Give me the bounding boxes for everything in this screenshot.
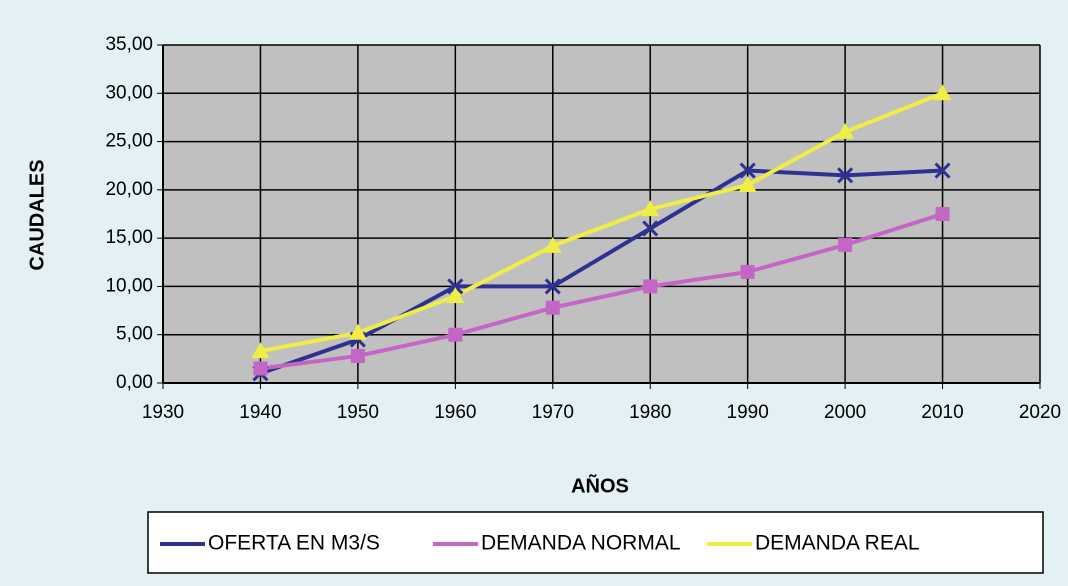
y-tick-label: 10,00 <box>105 275 153 296</box>
marker <box>641 200 660 217</box>
x-tick-label: 2010 <box>921 402 963 423</box>
marker <box>448 327 463 342</box>
marker <box>738 176 757 193</box>
marker <box>740 264 755 279</box>
y-tick-label: 35,00 <box>105 34 153 55</box>
marker <box>837 167 854 184</box>
marker <box>643 279 658 294</box>
x-tick-label: 1930 <box>142 402 184 423</box>
series-line <box>260 212 944 371</box>
y-tick-label: 15,00 <box>105 227 153 248</box>
marker <box>253 361 268 376</box>
marker <box>642 220 659 237</box>
legend <box>147 511 1044 574</box>
marker <box>348 323 367 340</box>
marker <box>447 278 464 295</box>
y-axis-label: CAUDALES <box>26 159 48 270</box>
plot-area <box>163 45 1040 383</box>
y-tick-label: 5,00 <box>116 324 153 345</box>
y-tick-label: 20,00 <box>105 179 153 200</box>
x-tick-label: 1990 <box>727 402 769 423</box>
y-tick-label: 30,00 <box>105 82 153 103</box>
x-tick-label: 1950 <box>337 402 379 423</box>
marker <box>350 348 365 363</box>
marker <box>251 342 270 359</box>
y-tick-label: 25,00 <box>105 131 153 152</box>
legend-label: OFERTA EN M3/S <box>208 532 380 555</box>
series-line <box>260 91 944 354</box>
marker <box>836 122 855 139</box>
legend-label: DEMANDA REAL <box>755 532 920 555</box>
x-tick-label: 2000 <box>824 402 866 423</box>
marker <box>545 300 560 315</box>
marker <box>739 162 756 179</box>
x-tick-label: 2020 <box>1019 402 1061 423</box>
x-axis-label: AÑOS <box>571 474 629 497</box>
marker <box>935 207 950 221</box>
marker <box>543 236 562 253</box>
marker <box>446 287 465 304</box>
marker <box>838 237 853 252</box>
x-tick-label: 1960 <box>434 402 476 423</box>
legend-label: DEMANDA NORMAL <box>481 532 681 555</box>
x-tick-label: 1940 <box>239 402 281 423</box>
x-tick-label: 1970 <box>532 402 574 423</box>
marker <box>544 278 561 295</box>
marker <box>933 84 952 101</box>
y-tick-label: 0,00 <box>116 372 153 393</box>
x-tick-label: 1980 <box>629 402 671 423</box>
marker <box>934 162 951 179</box>
series-line <box>259 168 943 376</box>
